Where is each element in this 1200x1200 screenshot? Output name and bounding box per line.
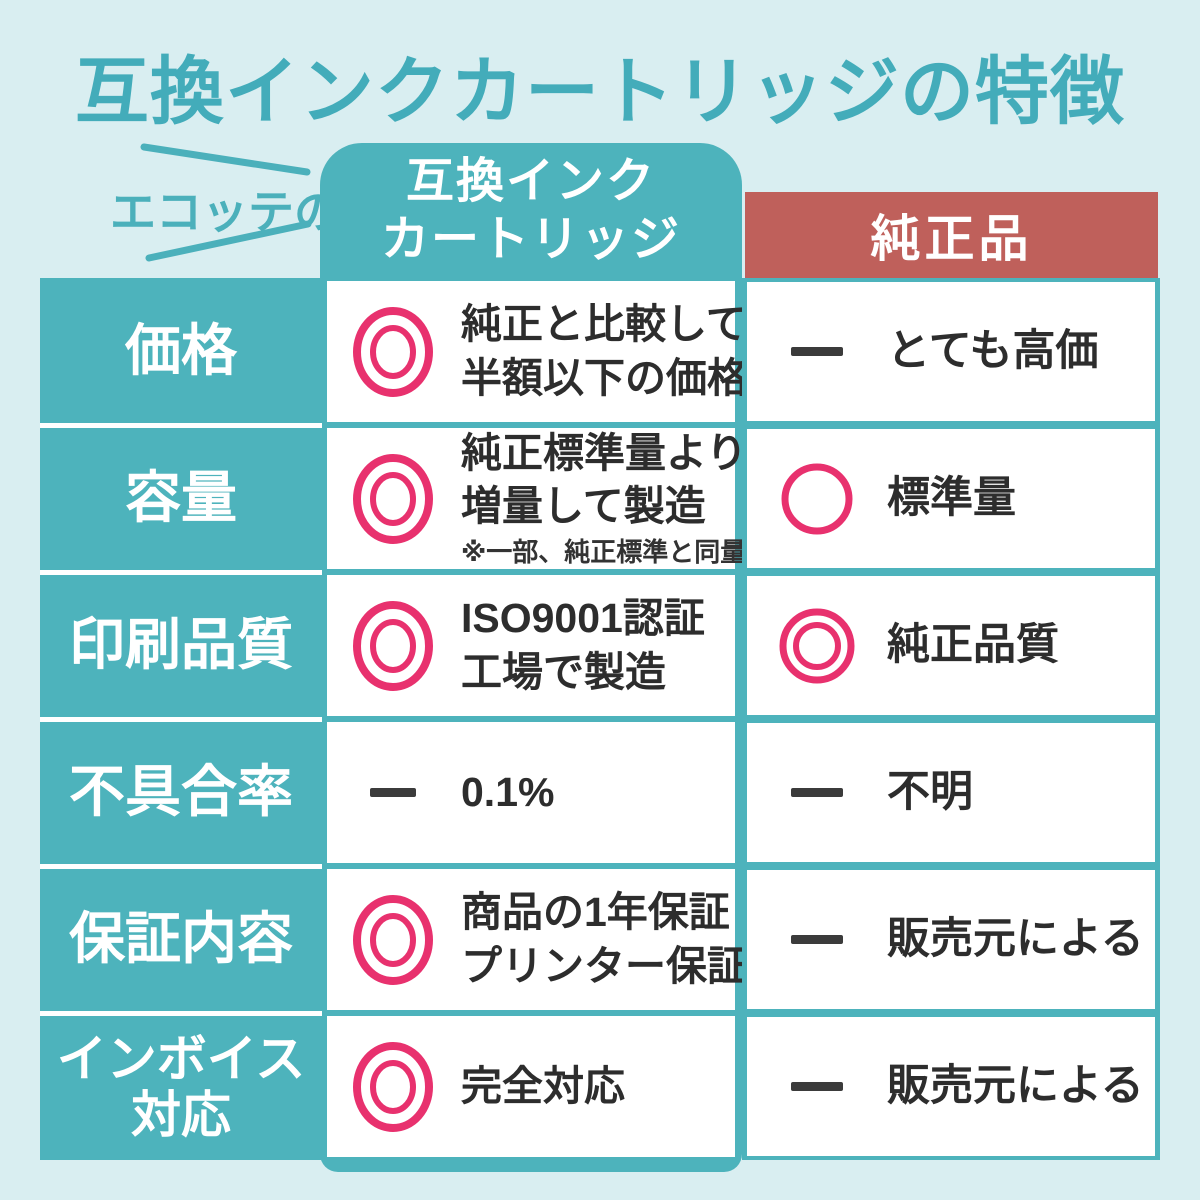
genuine-column-header: 純正品	[745, 192, 1158, 278]
row-label-quality: 印刷品質	[69, 613, 293, 677]
genuine-cell-text: 販売元による	[887, 914, 1144, 963]
genuine-header-text: 純正品	[870, 211, 1033, 267]
compat-cell-text: 純正標準量より 増量して製造 ※一部、純正標準と同量	[461, 427, 747, 570]
row-separator	[40, 864, 322, 869]
double-circle-icon	[777, 606, 857, 686]
genuine-cell-capacity: 標準量	[747, 429, 1155, 568]
genuine-cell-text: とても高価	[887, 326, 1099, 375]
genuine-cell-defect-rate: 不明	[747, 723, 1155, 862]
compat-column-header: 互換インク カートリッジ	[320, 143, 742, 278]
compat-cell-warranty: 商品の1年保証 プリンター保証	[327, 869, 748, 1010]
row-label-price: 価格	[125, 319, 237, 383]
compat-cell-text: ISO9001認証 工場で製造	[461, 592, 705, 699]
double-circle-icon	[351, 894, 435, 986]
genuine-cell-warranty: 販売元による	[747, 870, 1155, 1009]
text-line: 商品の1年保証	[461, 889, 730, 936]
text-line: 純正標準量より	[461, 429, 748, 476]
emphasis-line-top	[140, 143, 311, 176]
text-line: 増量して製造	[461, 483, 706, 530]
brand-label: エコッテの	[110, 186, 340, 238]
text-line: 工場で製造	[461, 648, 666, 695]
compat-cell-defect-rate: 0.1%	[327, 722, 735, 863]
double-circle-icon	[351, 453, 435, 545]
genuine-cell-text: 純正品質	[887, 620, 1059, 669]
row-label-invoice: インボイス 対応	[40, 1013, 322, 1160]
dash-icon	[777, 347, 857, 356]
row-separator	[40, 570, 322, 575]
double-circle-icon	[351, 600, 435, 692]
genuine-cell-invoice: 販売元による	[747, 1017, 1155, 1156]
row-label-column: 価格 容量 印刷品質 不具合率 保証内容 インボイス 対応	[40, 278, 322, 1160]
genuine-cell-text: 不明	[887, 767, 973, 816]
compat-cell-capacity: 純正標準量より 増量して製造 ※一部、純正標準と同量	[327, 428, 747, 569]
row-separator	[40, 423, 322, 428]
compat-column: 互換インク カートリッジ 純正と比較して 半額以下の価格 純正標準量より 増量し…	[320, 143, 748, 1172]
compat-header-line2: カートリッジ	[380, 212, 681, 266]
genuine-cell-price: とても高価	[747, 282, 1155, 421]
genuine-column: とても高価 標準量 純正品質 不明 販売元による 販売元	[742, 278, 1160, 1160]
compat-header-line1: 互換インク	[405, 154, 656, 208]
dash-icon	[777, 788, 857, 797]
row-label-defect-rate: 不具合率	[69, 760, 293, 824]
compat-cell-text: 0.1%	[461, 768, 555, 815]
page-title: 互換インクカートリッジの特徴	[75, 50, 1125, 133]
compat-cell-invoice: 完全対応	[327, 1016, 735, 1157]
label-line: インボイス	[56, 1030, 306, 1087]
text-line: ISO9001認証	[461, 595, 705, 642]
row-separator	[40, 717, 322, 722]
dash-icon	[351, 788, 435, 797]
capacity-note: ※一部、純正標準と同量	[461, 537, 747, 568]
compat-cell-text: 商品の1年保証 プリンター保証	[461, 886, 748, 993]
circle-icon	[777, 462, 857, 536]
text-line: 純正と比較して	[461, 301, 747, 348]
genuine-cell-text: 標準量	[887, 473, 1016, 522]
row-label-capacity: 容量	[125, 466, 237, 530]
dash-icon	[777, 1082, 857, 1091]
compat-cell-text: 完全対応	[461, 1062, 625, 1109]
compat-cell-quality: ISO9001認証 工場で製造	[327, 575, 735, 716]
compat-cell-text: 純正と比較して 半額以下の価格	[461, 298, 748, 405]
text-line: 半額以下の価格	[461, 354, 748, 401]
genuine-cell-quality: 純正品質	[747, 576, 1155, 715]
genuine-cell-text: 販売元による	[887, 1061, 1144, 1110]
compat-cell-price: 純正と比較して 半額以下の価格	[327, 281, 748, 422]
text-line: プリンター保証	[461, 942, 748, 989]
double-circle-icon	[351, 1041, 435, 1133]
row-separator	[40, 1011, 322, 1016]
row-label-warranty: 保証内容	[69, 907, 293, 971]
dash-icon	[777, 935, 857, 944]
double-circle-icon	[351, 306, 435, 398]
label-line: 対応	[131, 1086, 231, 1143]
